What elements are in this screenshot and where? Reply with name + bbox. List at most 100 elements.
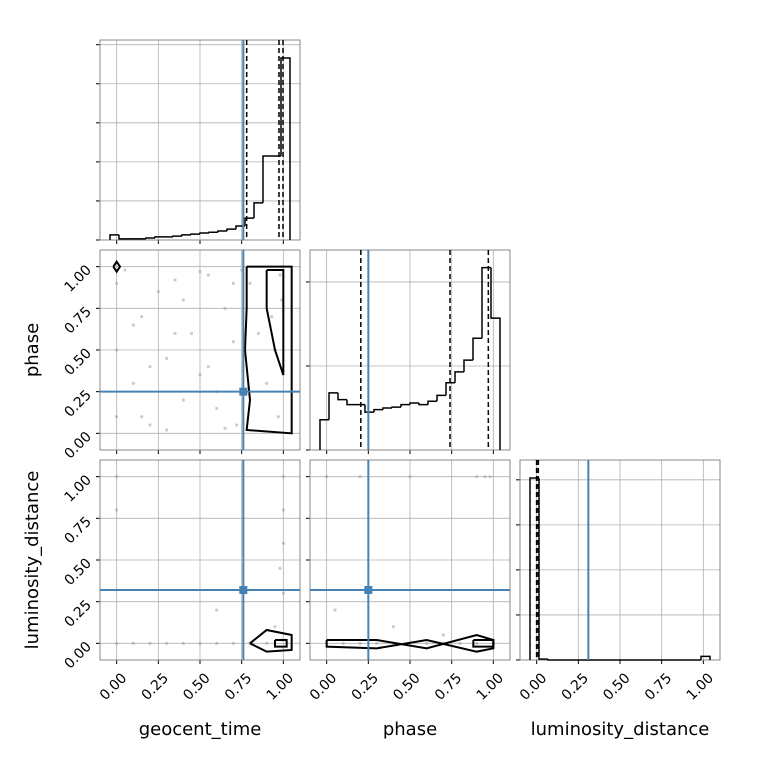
y-tick-label: 0.50	[61, 556, 94, 589]
histogram-bin	[190, 233, 200, 235]
x-tick-label: 0.50	[600, 670, 633, 703]
sample-point	[391, 625, 395, 629]
x-tick-label: 0.00	[517, 670, 550, 703]
histogram-bin	[427, 400, 437, 405]
sample-point	[115, 348, 119, 352]
histogram-bin	[253, 202, 263, 219]
histogram-bin	[217, 230, 227, 233]
x-tick-label: 0.50	[390, 670, 423, 703]
histogram-bin	[409, 402, 419, 405]
histogram-bin	[319, 418, 329, 450]
x-tick-label: 0.50	[180, 670, 213, 703]
histogram-bin	[262, 155, 272, 203]
histogram-bin	[547, 659, 557, 661]
sample-point	[235, 423, 239, 427]
sample-point	[198, 270, 202, 274]
sample-point	[206, 273, 210, 277]
sample-point	[165, 428, 169, 432]
sample-point	[131, 641, 135, 645]
sample-point	[281, 475, 285, 479]
histogram-bin	[181, 234, 191, 237]
y-tick-label: 0.75	[61, 304, 94, 337]
histogram-bin	[391, 406, 401, 408]
histogram-bin	[235, 225, 245, 230]
histogram-bin	[346, 399, 356, 406]
x-tick-label: 0.75	[222, 670, 255, 703]
histogram-bin	[154, 236, 164, 239]
y-axis-label: luminosity_distance	[22, 471, 43, 650]
sample-point	[231, 641, 235, 645]
histogram-bin	[337, 392, 347, 401]
sample-point	[165, 356, 169, 360]
histogram-bin	[118, 234, 128, 240]
sample-point	[488, 475, 492, 479]
histogram-bin	[208, 231, 218, 233]
y-tick-label: 0.25	[61, 387, 94, 420]
sample-point	[173, 331, 177, 335]
sample-point	[265, 641, 269, 645]
y-tick-label: 0.25	[61, 597, 94, 630]
sample-point	[276, 415, 280, 419]
histogram-bin	[226, 228, 236, 232]
x-tick-label: 1.00	[684, 670, 717, 703]
histogram-bin	[400, 403, 410, 408]
x-tick-label: 1.00	[264, 670, 297, 703]
sample-point	[131, 381, 135, 385]
histogram-bin	[109, 234, 119, 240]
sample-point	[231, 281, 235, 285]
sample-point	[148, 641, 152, 645]
y-tick-label: 0.50	[61, 346, 94, 379]
histogram-bin	[490, 267, 501, 450]
x-axis-label: phase	[383, 719, 437, 740]
histogram-bin	[463, 359, 473, 372]
sample-point	[458, 641, 462, 645]
sample-point	[358, 641, 362, 645]
histogram-bin	[445, 382, 455, 396]
y-tick-label: 0.00	[61, 429, 94, 462]
sample-point	[215, 406, 219, 410]
histogram-bin	[373, 408, 383, 413]
sample-point	[198, 641, 202, 645]
sample-point	[223, 306, 227, 310]
sample-point	[265, 381, 269, 385]
sample-point	[281, 508, 285, 512]
panel-frame	[99, 459, 301, 661]
histogram-bin	[454, 371, 464, 383]
x-tick-label: 0.00	[97, 670, 130, 703]
sample-point	[483, 475, 487, 479]
sample-point	[181, 641, 185, 645]
histogram-bin	[436, 394, 446, 402]
contour	[274, 639, 288, 648]
contour	[265, 269, 285, 376]
contour	[243, 265, 293, 435]
y-tick-label: 1.00	[61, 472, 94, 505]
sample-point	[181, 298, 185, 302]
histogram-bin	[364, 404, 374, 413]
sample-point	[115, 641, 119, 645]
sample-point	[173, 278, 177, 282]
histogram-bin	[199, 232, 209, 235]
sample-point	[281, 591, 285, 595]
sample-point	[115, 415, 119, 419]
sample-point	[148, 423, 152, 427]
truth-marker	[239, 586, 248, 594]
contour	[249, 628, 293, 653]
panel	[96, 39, 301, 244]
histogram-bin	[481, 266, 491, 339]
panel	[306, 249, 511, 454]
contour	[325, 633, 495, 653]
histogram-bin	[172, 235, 182, 237]
sample-point	[256, 331, 260, 335]
x-tick-label: 0.00	[307, 670, 340, 703]
x-axis-label: geocent_time	[139, 719, 262, 740]
x-tick-label: 0.25	[349, 670, 382, 703]
contour	[472, 639, 495, 648]
y-tick-label: 0.75	[61, 514, 94, 547]
sample-point	[156, 290, 160, 294]
y-axis-label: phase	[22, 323, 43, 377]
sample-point	[248, 281, 252, 285]
sample-point	[148, 365, 152, 369]
